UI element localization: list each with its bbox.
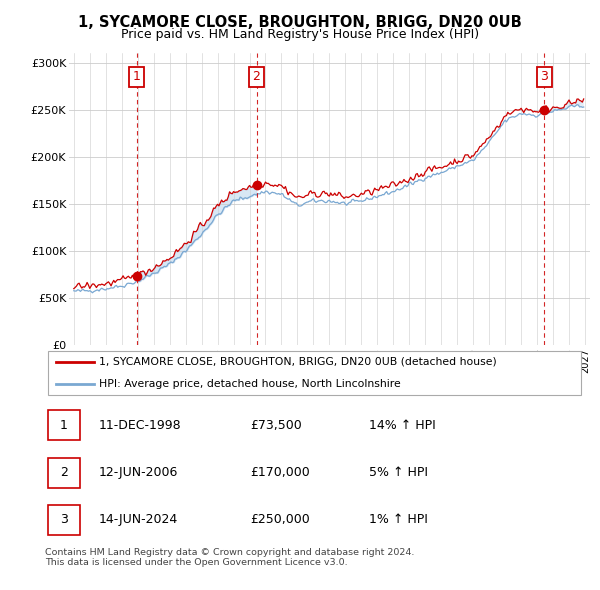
Text: Price paid vs. HM Land Registry's House Price Index (HPI): Price paid vs. HM Land Registry's House … (121, 28, 479, 41)
Text: 11-DEC-1998: 11-DEC-1998 (99, 419, 182, 432)
FancyBboxPatch shape (48, 504, 80, 535)
Text: 12-JUN-2006: 12-JUN-2006 (99, 466, 178, 479)
FancyBboxPatch shape (48, 458, 80, 487)
Text: 1, SYCAMORE CLOSE, BROUGHTON, BRIGG, DN20 0UB (detached house): 1, SYCAMORE CLOSE, BROUGHTON, BRIGG, DN2… (99, 357, 497, 367)
Text: 1, SYCAMORE CLOSE, BROUGHTON, BRIGG, DN20 0UB: 1, SYCAMORE CLOSE, BROUGHTON, BRIGG, DN2… (78, 15, 522, 30)
FancyBboxPatch shape (48, 411, 80, 440)
Text: 3: 3 (60, 513, 68, 526)
Text: HPI: Average price, detached house, North Lincolnshire: HPI: Average price, detached house, Nort… (99, 379, 401, 389)
Text: 1: 1 (133, 70, 140, 83)
Text: £250,000: £250,000 (250, 513, 310, 526)
FancyBboxPatch shape (48, 350, 581, 395)
Text: 5% ↑ HPI: 5% ↑ HPI (369, 466, 428, 479)
Text: £170,000: £170,000 (250, 466, 310, 479)
Text: 2: 2 (253, 70, 260, 83)
Text: 2: 2 (60, 466, 68, 479)
Text: £73,500: £73,500 (250, 419, 302, 432)
Text: 1% ↑ HPI: 1% ↑ HPI (369, 513, 428, 526)
Text: 14-JUN-2024: 14-JUN-2024 (99, 513, 178, 526)
Text: 3: 3 (540, 70, 548, 83)
Text: 14% ↑ HPI: 14% ↑ HPI (369, 419, 436, 432)
Text: Contains HM Land Registry data © Crown copyright and database right 2024.
This d: Contains HM Land Registry data © Crown c… (45, 548, 415, 567)
Text: 1: 1 (60, 419, 68, 432)
